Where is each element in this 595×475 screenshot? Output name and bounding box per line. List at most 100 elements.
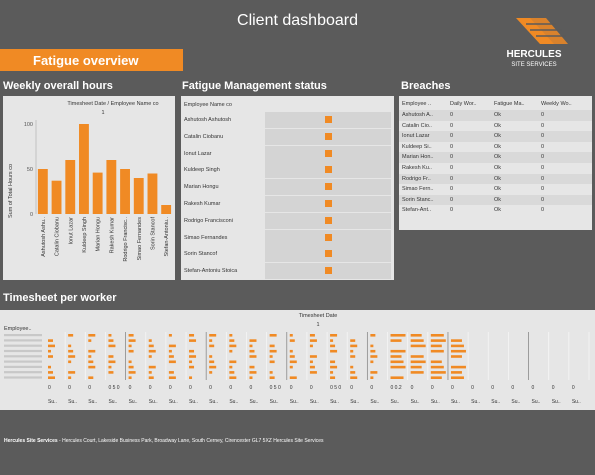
timesheet-bar[interactable] — [88, 339, 92, 342]
timesheet-bar[interactable] — [430, 365, 444, 369]
timesheet-bar[interactable] — [108, 344, 116, 348]
timesheet-bar[interactable] — [330, 365, 338, 369]
timesheet-bar[interactable] — [309, 344, 313, 348]
timesheet-bar[interactable] — [48, 355, 53, 358]
timesheet-bar[interactable] — [229, 365, 233, 369]
timesheet-bar[interactable] — [309, 371, 317, 374]
timesheet-bar[interactable] — [430, 344, 442, 348]
timesheet-bar[interactable] — [370, 360, 374, 364]
timesheet-bar[interactable] — [128, 334, 134, 337]
timesheet-bar[interactable] — [108, 365, 112, 369]
timesheet-bar[interactable] — [189, 339, 197, 342]
timesheet-bar[interactable] — [88, 365, 96, 369]
timesheet-bar[interactable] — [88, 376, 94, 379]
timesheet-bar[interactable] — [88, 355, 92, 358]
timesheet-bar[interactable] — [108, 355, 114, 358]
timesheet-bar[interactable] — [68, 355, 76, 358]
timesheet-bar[interactable] — [289, 360, 297, 364]
timesheet-bar[interactable] — [48, 365, 51, 369]
timesheet-bar[interactable] — [450, 365, 466, 369]
timesheet-bar[interactable] — [168, 360, 176, 364]
timesheet-bar[interactable] — [430, 376, 442, 379]
timesheet-bar[interactable] — [330, 360, 336, 364]
timesheet-bar[interactable] — [128, 371, 136, 374]
timesheet-bar[interactable] — [309, 339, 317, 342]
timesheet-bar[interactable] — [189, 365, 195, 369]
timesheet-bar[interactable] — [108, 360, 116, 364]
hours-bar[interactable] — [51, 180, 62, 214]
timesheet-bar[interactable] — [209, 355, 213, 358]
timesheet-bar[interactable] — [229, 349, 233, 353]
hours-bar[interactable] — [147, 173, 158, 215]
timesheet-bar[interactable] — [148, 376, 154, 379]
timesheet-bar[interactable] — [88, 360, 94, 364]
timesheet-bar[interactable] — [370, 334, 376, 337]
timesheet-bar[interactable] — [309, 334, 315, 337]
timesheet-bar[interactable] — [289, 355, 295, 358]
timesheet-bar[interactable] — [48, 376, 55, 379]
timesheet-bar[interactable] — [209, 371, 213, 374]
hours-bar[interactable] — [65, 160, 76, 214]
timesheet-bar[interactable] — [68, 360, 72, 364]
timesheet-bar[interactable] — [168, 349, 172, 353]
timesheet-bar[interactable] — [209, 344, 215, 348]
timesheet-bar[interactable] — [269, 334, 277, 337]
timesheet-bar[interactable] — [410, 344, 426, 348]
timesheet-bar[interactable] — [209, 334, 217, 337]
timesheet-bar[interactable] — [189, 355, 197, 358]
timesheet-bar[interactable] — [289, 365, 293, 369]
timesheet-bar[interactable] — [148, 365, 156, 369]
timesheet-bar[interactable] — [128, 349, 134, 353]
timesheet-bar[interactable] — [229, 360, 237, 364]
timesheet-bar[interactable] — [370, 349, 376, 353]
timesheet-bar[interactable] — [128, 339, 136, 342]
timesheet-bar[interactable] — [330, 334, 338, 337]
timesheet-bar[interactable] — [289, 349, 293, 353]
timesheet-bar[interactable] — [309, 360, 313, 364]
timesheet-bar[interactable] — [450, 339, 462, 342]
timesheet-bar[interactable] — [269, 360, 275, 364]
timesheet-bar[interactable] — [390, 355, 402, 358]
timesheet-bar[interactable] — [450, 371, 462, 374]
timesheet-bar[interactable] — [350, 365, 354, 369]
timesheet-bar[interactable] — [450, 376, 464, 379]
timesheet-bar[interactable] — [48, 339, 53, 342]
timesheet-bar[interactable] — [370, 376, 374, 379]
timesheet-bar[interactable] — [410, 371, 424, 374]
timesheet-bar[interactable] — [430, 334, 444, 337]
timesheet-bar[interactable] — [269, 355, 273, 358]
timesheet-bar[interactable] — [330, 344, 336, 348]
timesheet-bar[interactable] — [430, 349, 444, 353]
timesheet-bar[interactable] — [68, 344, 72, 348]
timesheet-bar[interactable] — [269, 371, 273, 374]
timesheet-bar[interactable] — [430, 371, 446, 374]
timesheet-bar[interactable] — [189, 334, 195, 337]
timesheet-bar[interactable] — [430, 339, 446, 342]
timesheet-bar[interactable] — [68, 334, 74, 337]
timesheet-bar[interactable] — [370, 371, 378, 374]
hours-bar[interactable] — [79, 124, 89, 214]
timesheet-bar[interactable] — [249, 349, 255, 353]
timesheet-bar[interactable] — [128, 365, 134, 369]
timesheet-bar[interactable] — [330, 339, 334, 342]
hours-bar[interactable] — [161, 205, 172, 214]
timesheet-bar[interactable] — [289, 339, 295, 342]
hours-bar[interactable] — [37, 169, 48, 214]
timesheet-bar[interactable] — [209, 339, 213, 342]
timesheet-bar[interactable] — [148, 344, 154, 348]
timesheet-bar[interactable] — [48, 371, 53, 374]
hours-bar[interactable] — [120, 169, 130, 214]
timesheet-bar[interactable] — [189, 349, 195, 353]
timesheet-bar[interactable] — [370, 344, 374, 348]
timesheet-bar[interactable] — [148, 349, 156, 353]
timesheet-bar[interactable] — [390, 334, 406, 337]
timesheet-bar[interactable] — [148, 339, 152, 342]
timesheet-bar[interactable] — [350, 349, 354, 353]
timesheet-bar[interactable] — [168, 344, 176, 348]
timesheet-bar[interactable] — [229, 334, 233, 337]
timesheet-bar[interactable] — [390, 365, 406, 369]
timesheet-bar[interactable] — [108, 334, 112, 337]
timesheet-bar[interactable] — [249, 365, 255, 369]
timesheet-bar[interactable] — [390, 349, 406, 353]
hours-bar[interactable] — [92, 172, 103, 214]
